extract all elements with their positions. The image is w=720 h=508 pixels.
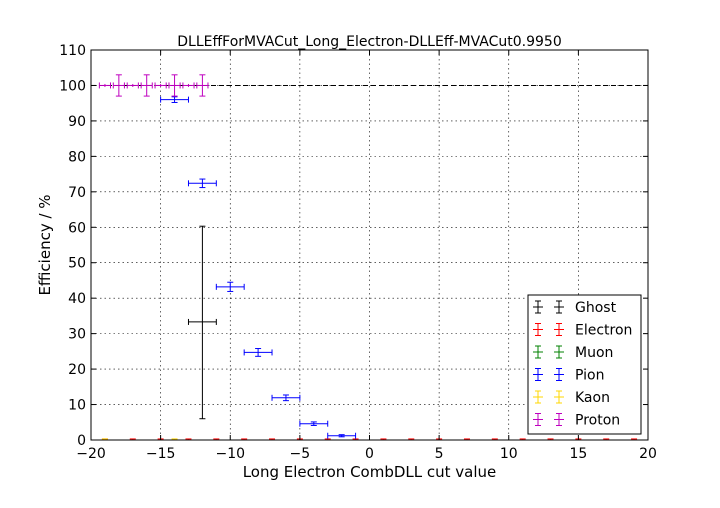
data-point-pion <box>215 281 245 292</box>
data-point-pion <box>327 432 357 439</box>
data-point-proton <box>98 82 111 89</box>
y-tick-label: 40 <box>68 291 86 307</box>
y-tick-label: 60 <box>68 220 86 236</box>
data-point-proton <box>196 74 209 97</box>
data-point-pion <box>243 348 273 357</box>
legend-handle-kaon <box>533 390 564 404</box>
x-tick-label: −10 <box>215 446 245 462</box>
y-tick-label: 10 <box>68 398 86 414</box>
data-point-pion <box>187 178 217 189</box>
tick-layer: −20 −15 −10 −5 0 5 10 15 20 0 10 20 30 40 50 60 70 80 90 10… <box>59 43 657 462</box>
series-pion <box>160 96 357 439</box>
data-point-pion <box>271 394 301 402</box>
y-tick-label: 100 <box>59 78 86 94</box>
legend-label-proton: Proton <box>575 413 620 429</box>
y-tick-label: 0 <box>77 433 86 449</box>
y-tick-label: 20 <box>68 362 86 378</box>
chart-title: DLLEffForMVACut_Long_Electron-DLLEff-MVA… <box>177 34 561 50</box>
legend-handle-electron <box>533 323 564 336</box>
x-tick-label: 5 <box>435 446 444 462</box>
legend-label-electron: Electron <box>575 323 632 339</box>
legend-label-pion: Pion <box>575 368 604 384</box>
legend-handle-pion <box>533 368 564 381</box>
y-axis-label: Efficiency / % <box>36 194 54 295</box>
legend-label-ghost: Ghost <box>575 300 617 316</box>
legend-box <box>527 294 642 435</box>
legend-handle-ghost <box>533 300 564 314</box>
y-tick-label: 50 <box>68 256 86 272</box>
x-tick-label: −15 <box>146 446 176 462</box>
data-point-pion <box>299 420 329 427</box>
legend: Ghost Electron Muon Pion Kaon Proton <box>527 294 642 435</box>
x-tick-label: −5 <box>290 446 311 462</box>
series-ghost <box>187 225 217 420</box>
data-point-pion <box>160 96 189 103</box>
y-tick-label: 30 <box>68 327 86 343</box>
legend-handle-muon <box>533 345 564 359</box>
y-tick-label: 110 <box>59 43 86 59</box>
y-tick-label: 90 <box>68 114 86 130</box>
series-proton <box>98 74 209 97</box>
legend-label-muon: Muon <box>575 345 613 361</box>
data-point-proton <box>168 74 181 97</box>
data-point-proton <box>182 82 195 89</box>
data-point-proton <box>112 74 125 97</box>
x-tick-label: 20 <box>639 446 657 462</box>
y-tick-label: 80 <box>68 149 86 165</box>
data-point-proton <box>140 74 153 97</box>
data-point-proton <box>126 82 139 89</box>
legend-handle-proton <box>533 413 564 426</box>
y-tick-label: 70 <box>68 185 86 201</box>
x-tick-label: 15 <box>569 446 587 462</box>
x-tick-label: 0 <box>365 446 374 462</box>
x-tick-label: 10 <box>500 446 518 462</box>
x-tick-label: −20 <box>76 446 106 462</box>
legend-label-kaon: Kaon <box>575 390 610 406</box>
data-point-ghost <box>187 225 217 420</box>
data-point-proton <box>154 82 167 89</box>
x-axis-label: Long Electron CombDLL cut value <box>243 463 497 481</box>
